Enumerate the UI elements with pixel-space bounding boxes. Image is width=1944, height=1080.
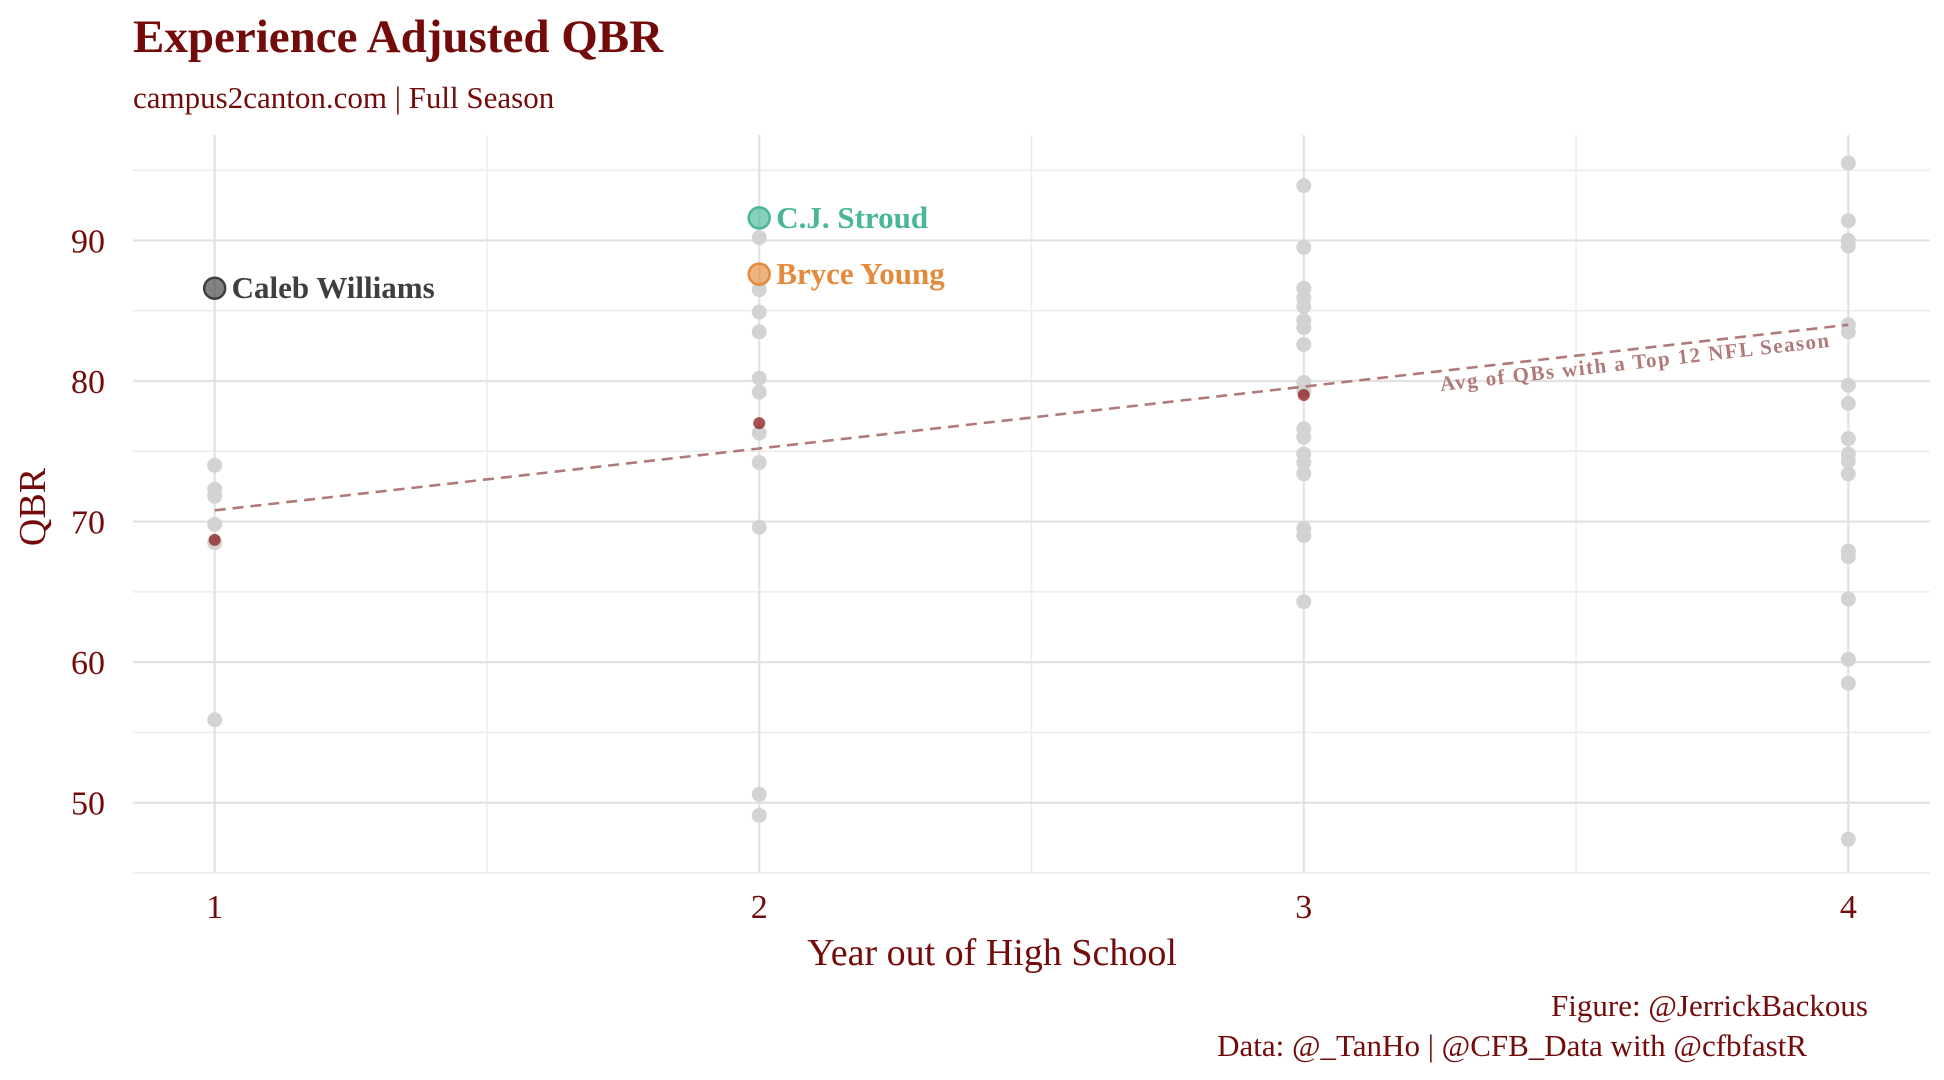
qb-point — [207, 488, 223, 504]
other-qb-points — [207, 155, 1856, 847]
qb-point — [751, 786, 767, 802]
qb-point — [751, 304, 767, 320]
y-axis-label: QBR — [12, 467, 54, 546]
axis-ticks: 50 60 70 80 90 1 2 3 4 — [71, 223, 1857, 926]
qb-point — [751, 455, 767, 471]
qb-point — [1840, 377, 1856, 393]
y-tick-label: 60 — [71, 645, 105, 682]
highlighted-qb-label: Caleb Williams — [232, 270, 435, 305]
chart-subtitle: campus2canton.com | Full Season — [133, 80, 555, 115]
highlighted-qbs: Caleb Williams C.J. Stroud Bryce Young — [202, 200, 945, 305]
x-tick-label: 4 — [1840, 889, 1857, 926]
qb-point — [1296, 429, 1312, 445]
year-average-point — [753, 417, 766, 430]
trendline — [214, 323, 1849, 512]
year-average-point — [1297, 389, 1310, 402]
data-credit: Data: @_TanHo | @CFB_Data with @cfbfastR — [1217, 1028, 1807, 1063]
highlighted-qb-point — [202, 276, 227, 300]
qb-point — [207, 712, 223, 728]
qb-point — [1296, 239, 1312, 255]
qb-point — [207, 457, 223, 473]
qb-point — [1296, 594, 1312, 610]
qb-point — [1296, 178, 1312, 194]
y-tick-label: 90 — [71, 223, 105, 260]
qb-point — [1296, 336, 1312, 352]
qb-point — [207, 516, 223, 532]
qb-point — [751, 519, 767, 535]
highlighted-qb-point — [747, 262, 771, 286]
highlighted-qb-label: Bryce Young — [776, 256, 945, 291]
qb-point — [1840, 549, 1856, 565]
qb-point — [1296, 320, 1312, 336]
x-tick-label: 1 — [206, 889, 223, 926]
trendline-label: Avg of QBs with a Top 12 NFL Season — [1439, 328, 1832, 396]
highlighted-qb-point — [747, 206, 771, 230]
year-average-point — [208, 533, 221, 546]
qb-point — [1840, 453, 1856, 469]
chart-title: Experience Adjusted QBR — [133, 11, 664, 63]
qb-point — [1840, 591, 1856, 607]
year-average-points — [208, 389, 1310, 546]
qb-point — [751, 370, 767, 386]
highlighted-qb-label: C.J. Stroud — [776, 200, 928, 235]
qb-point — [751, 425, 767, 441]
qb-point — [1840, 675, 1856, 691]
qb-point — [1840, 831, 1856, 847]
qb-point — [1840, 651, 1856, 667]
qb-point — [1840, 213, 1856, 229]
qb-point — [1840, 155, 1856, 171]
qb-point — [751, 324, 767, 340]
qb-point — [1296, 455, 1312, 471]
qb-point — [1840, 324, 1856, 340]
qb-point — [1840, 431, 1856, 447]
x-axis-label: Year out of High School — [807, 932, 1177, 974]
x-tick-label: 3 — [1295, 889, 1312, 926]
x-tick-label: 2 — [751, 889, 768, 926]
figure-credit: Figure: @JerrickBackous — [1551, 988, 1868, 1023]
qb-point — [1296, 298, 1312, 314]
qb-point — [1296, 528, 1312, 544]
minor-gridlines — [133, 135, 1930, 874]
qb-point — [751, 384, 767, 400]
qb-point — [1840, 395, 1856, 411]
qb-point — [751, 230, 767, 246]
y-tick-label: 70 — [71, 505, 105, 542]
y-tick-label: 80 — [71, 364, 105, 401]
major-gridlines — [133, 135, 1930, 873]
qb-point — [751, 807, 767, 823]
qb-point — [751, 282, 767, 298]
qb-point — [1296, 466, 1312, 482]
y-tick-label: 50 — [71, 786, 105, 823]
qb-point — [1840, 466, 1856, 482]
qb-point — [1840, 238, 1856, 254]
